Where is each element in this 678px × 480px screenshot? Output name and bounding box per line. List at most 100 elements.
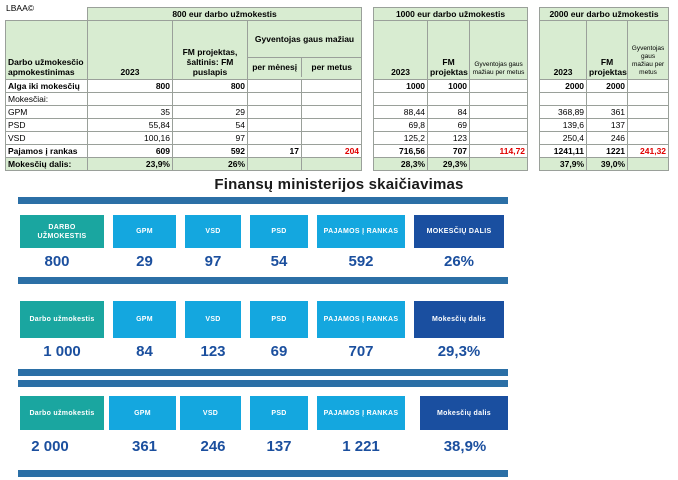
table-cell: 123 xyxy=(427,131,471,145)
table-row: GPM 35 29 88,44 84 368,89 361 xyxy=(5,105,670,119)
value-dalis: 38,9% xyxy=(443,438,487,455)
table-cell: 2000 xyxy=(539,79,588,93)
table-cell: 26% xyxy=(172,157,248,171)
table-cell xyxy=(469,118,529,132)
row-label: Mokesčių dalis: xyxy=(5,157,88,171)
table-cell: 69 xyxy=(427,118,471,132)
table-cell xyxy=(469,92,529,106)
table-cell xyxy=(247,118,302,132)
label-mokesciu-dalis: Mokesčių dalis xyxy=(414,301,504,338)
table-cell xyxy=(247,131,302,145)
table-cell: 241,32 xyxy=(627,144,670,158)
table-row: Mokesčių dalis: 23,9% 26% 28,3% 29,3% 37,9% 39… xyxy=(5,157,670,171)
divider-bar xyxy=(18,380,508,387)
table-cell: 1221 xyxy=(586,144,629,158)
table-cell: 250,4 xyxy=(539,131,588,145)
group-header-800: 800 eur darbo užmokestis xyxy=(86,7,363,21)
table-cell: 800 xyxy=(172,79,248,93)
table-cell: 137 xyxy=(586,118,629,132)
value-gpm: 29 xyxy=(136,253,153,270)
table-cell: 28,3% xyxy=(373,157,429,171)
row-label-header: Darbo užmokesčio apmokestinimas xyxy=(5,20,88,80)
label-vsd: VSD xyxy=(185,215,241,248)
label-darbo-uzmokestis: Darbo užmokestis xyxy=(20,301,104,338)
group-header-2000: 2000 eur darbo užmokestis xyxy=(539,7,670,21)
table-cell: 114,72 xyxy=(469,144,529,158)
value-darbo: 1 000 xyxy=(43,343,81,360)
table-cell: 88,44 xyxy=(373,105,429,119)
col-per-menesi: per mėnesį xyxy=(249,58,303,77)
table-cell xyxy=(373,92,429,106)
table-cell: 368,89 xyxy=(539,105,588,119)
col-gaus-g3: Gyventojas gaus mažiau per metus xyxy=(627,20,670,80)
label-gpm: GPM xyxy=(113,215,176,248)
value-dalis: 26% xyxy=(443,253,475,270)
value-vsd: 123 xyxy=(200,343,226,360)
table-cell xyxy=(247,92,302,106)
table-cell: 54 xyxy=(172,118,248,132)
row-label: Pajamos į rankas xyxy=(5,144,88,158)
table-row: Mokesčiai: xyxy=(5,92,670,106)
table-cell: 1000 xyxy=(427,79,471,93)
table-cell: 97 xyxy=(172,131,248,145)
table-cell: 246 xyxy=(586,131,629,145)
value-pajamos: 1 221 xyxy=(342,438,380,455)
table-cell: 1000 xyxy=(373,79,429,93)
table-cell: 2000 xyxy=(586,79,629,93)
watermark-text: LBAA© xyxy=(6,3,34,13)
table-cell: 84 xyxy=(427,105,471,119)
col-2023-g3: 2023 xyxy=(539,20,588,80)
table-cell: 204 xyxy=(300,144,363,158)
table-row: VSD 100,16 97 125,2 123 250,4 246 xyxy=(5,131,670,145)
table-row: Pajamos į rankas 609 592 17 204 716,56 707 114,… xyxy=(5,144,670,158)
table-cell xyxy=(172,92,248,106)
table-cell xyxy=(247,105,302,119)
value-darbo: 2 000 xyxy=(31,438,69,455)
label-pajamos: PAJAMOS Į RANKAS xyxy=(317,215,405,248)
value-vsd: 97 xyxy=(204,253,222,270)
table-cell xyxy=(469,105,529,119)
table-cell xyxy=(627,157,670,171)
row-label: Mokesčiai: xyxy=(5,92,88,106)
divider-bar xyxy=(18,369,508,376)
label-psd: PSD xyxy=(250,215,308,248)
value-psd: 54 xyxy=(270,253,288,270)
col-gyventojas: Gyventojas gaus mažiau xyxy=(248,22,361,58)
table-cell xyxy=(469,157,529,171)
row-label: VSD xyxy=(5,131,88,145)
table-cell: 69,8 xyxy=(373,118,429,132)
table-body: Alga iki mokesčių 800 800 1000 1000 2000 2000 M… xyxy=(5,79,670,171)
fm-title: Finansų ministerijos skaičiavimas xyxy=(214,176,464,193)
label-psd: PSD xyxy=(250,396,308,430)
comparison-table: 800 eur darbo užmokestis 1000 eur darbo … xyxy=(5,7,670,171)
col-per-metus: per metus xyxy=(311,62,352,72)
value-psd: 69 xyxy=(270,343,288,360)
table-cell xyxy=(300,131,363,145)
table-cell: 609 xyxy=(87,144,173,158)
value-pajamos: 592 xyxy=(348,253,374,270)
table-cell: 1241,11 xyxy=(539,144,588,158)
col-fm-g2: FM projektas xyxy=(427,20,471,80)
label-gpm: GPM xyxy=(113,301,176,338)
label-psd: PSD xyxy=(250,301,308,338)
table-cell xyxy=(300,79,363,93)
table-cell: 361 xyxy=(586,105,629,119)
row-label: Alga iki mokesčių xyxy=(5,79,88,93)
table-cell xyxy=(247,79,302,93)
divider-bar xyxy=(18,470,508,477)
table-cell: 139,6 xyxy=(539,118,588,132)
value-gpm: 361 xyxy=(131,438,158,455)
table-cell: 716,56 xyxy=(373,144,429,158)
divider-bar xyxy=(18,277,508,284)
table-cell xyxy=(627,131,670,145)
label-mokesciu-dalis: Mokesčių dalis xyxy=(420,396,508,430)
label-mokesciu-dalis: MOKESČIŲ DALIS xyxy=(414,215,504,248)
table-cell xyxy=(627,79,670,93)
table-cell: 39,0% xyxy=(586,157,629,171)
table-cell: 37,9% xyxy=(539,157,588,171)
col-2023-g2: 2023 xyxy=(373,20,429,80)
value-darbo: 800 xyxy=(44,253,70,270)
col-fm-projektas: FM projektas, šaltinis: FM puslapis xyxy=(172,20,248,80)
table-cell: 100,16 xyxy=(87,131,173,145)
divider-bar xyxy=(18,197,508,204)
